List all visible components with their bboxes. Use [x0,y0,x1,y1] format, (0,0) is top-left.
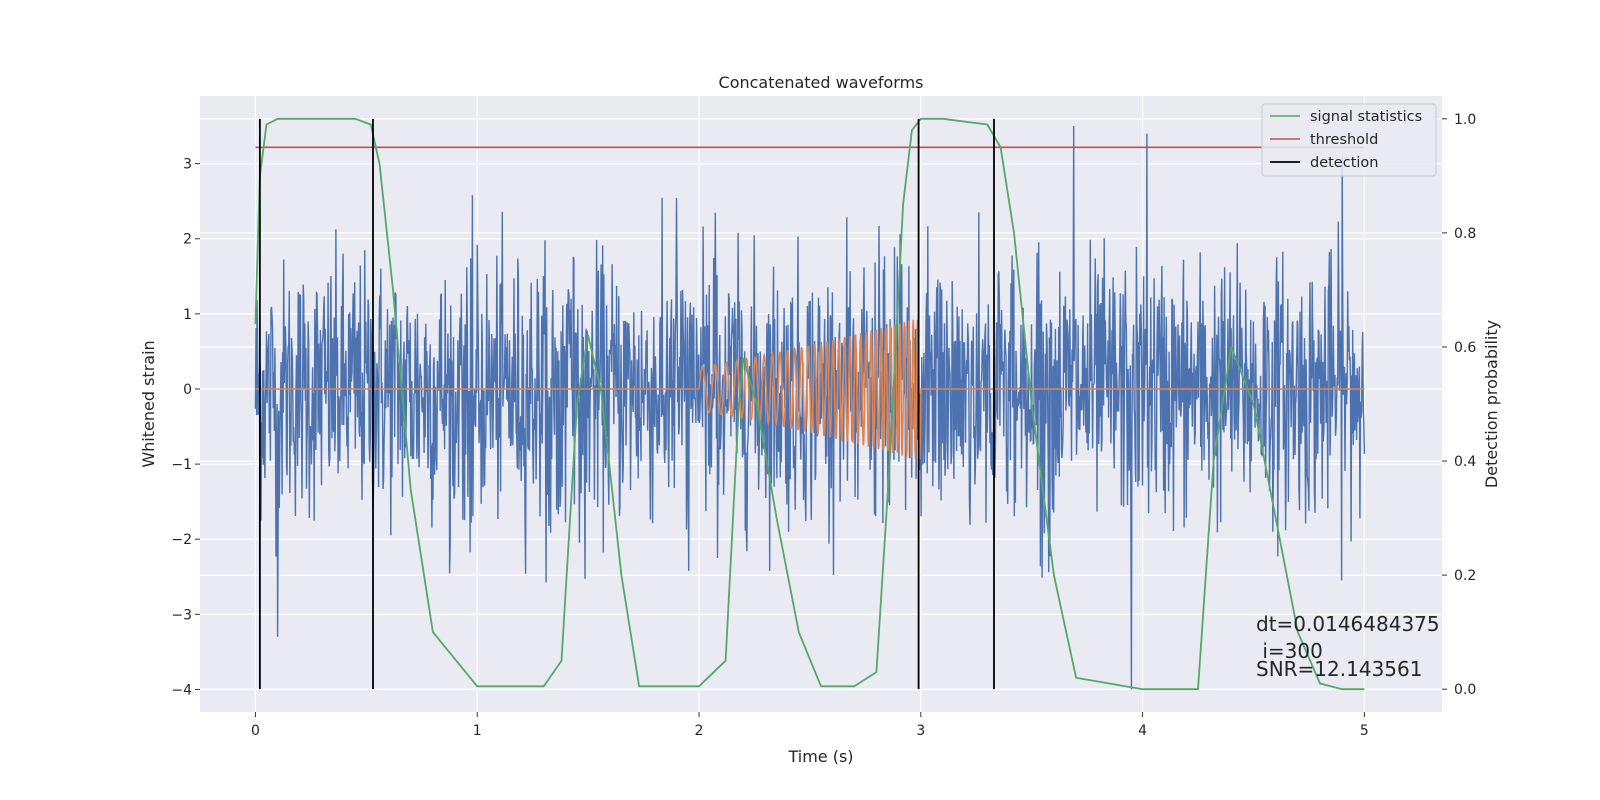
signal-statistics-line [254,117,1365,691]
x-tick-label: 1 [473,723,482,739]
annotation-snr: SNR=12.143561 [1256,657,1422,681]
y-axis-right-ticks: 0.0 0.2 0.4 0.6 0.8 1.0 [1442,112,1476,698]
y-tick-label: −3 [171,607,192,623]
legend-label-threshold: threshold [1310,132,1378,148]
x-tick-label: 0 [251,723,260,739]
y-tick-label: 3 [183,157,192,173]
x-axis-ticks: 0 1 2 3 4 5 [251,712,1369,739]
y-tick-label: 1 [183,307,192,323]
annotation-dt: dt=0.0146484375 [1256,612,1440,636]
y-right-tick-label: 1.0 [1454,112,1476,128]
strain-noise-line [254,125,1366,690]
chart-title: Concatenated waveforms [719,73,924,92]
x-axis-label: Time (s) [787,747,853,766]
x-tick-label: 3 [916,723,925,739]
y-axis-left-ticks: −4 −3 −2 −1 0 1 2 3 [171,157,200,698]
legend-label-detection: detection [1310,155,1378,171]
y-right-tick-label: 0.4 [1454,454,1476,470]
x-tick-label: 2 [695,723,704,739]
annotation-index: i=300 [1256,639,1323,663]
annotations: dt=0.0146484375 i=300 SNR=12.143561 [1256,612,1440,681]
x-tick-label: 5 [1360,723,1369,739]
y-tick-label: −2 [171,532,192,548]
y-axis-left-label: Whitened strain [139,340,158,467]
template-chirp-line [255,319,1365,460]
y-right-tick-label: 0.2 [1454,568,1476,584]
y-right-tick-label: 0.8 [1454,226,1476,242]
y-tick-label: −1 [171,457,192,473]
x-tick-label: 4 [1138,723,1147,739]
y-right-tick-label: 0.6 [1454,340,1476,356]
y-tick-label: −4 [171,682,192,698]
plot-area [254,117,1366,691]
legend: signal statistics threshold detection [1261,103,1437,177]
y-right-tick-label: 0.0 [1454,682,1476,698]
y-tick-label: 2 [183,232,192,248]
y-axis-right-label: Detection probability [1482,320,1501,488]
legend-box [1261,103,1437,177]
y-tick-label: 0 [183,382,192,398]
legend-label-statistics: signal statistics [1310,109,1422,125]
